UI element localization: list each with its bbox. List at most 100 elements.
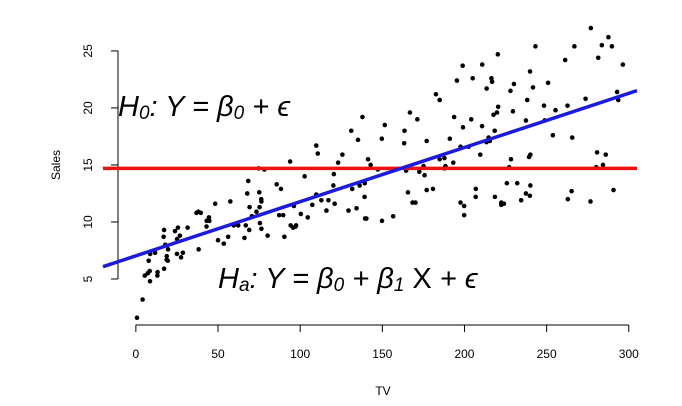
point — [511, 81, 517, 87]
point — [479, 123, 485, 129]
point — [620, 62, 626, 67]
point — [215, 237, 221, 243]
point — [492, 128, 498, 134]
point — [305, 215, 311, 220]
x-tick-label: 100 — [290, 347, 310, 361]
point — [185, 225, 190, 230]
point — [221, 241, 227, 246]
point — [346, 208, 351, 213]
point — [402, 128, 407, 134]
point — [424, 187, 429, 193]
point — [609, 44, 615, 49]
point — [550, 132, 556, 138]
point — [599, 42, 605, 48]
point — [468, 117, 474, 122]
point — [508, 156, 514, 162]
point — [526, 154, 532, 160]
point — [246, 227, 252, 233]
point — [259, 226, 264, 232]
point — [348, 128, 354, 134]
point — [212, 201, 218, 207]
point — [416, 169, 422, 175]
point — [254, 209, 259, 215]
point — [492, 194, 498, 200]
point — [196, 247, 201, 252]
point — [498, 202, 504, 208]
point — [473, 186, 479, 192]
point — [510, 109, 516, 114]
annotation-part: + β — [344, 263, 394, 295]
point — [319, 198, 324, 203]
point — [461, 212, 467, 218]
point — [298, 211, 304, 217]
point — [518, 198, 524, 203]
point — [530, 85, 536, 90]
x-tick-label: 250 — [537, 347, 557, 361]
point — [514, 180, 520, 186]
point — [354, 205, 359, 211]
point — [614, 89, 620, 95]
point — [588, 199, 593, 204]
point — [310, 202, 315, 208]
point — [461, 203, 467, 209]
y-tick-label: 20 — [81, 101, 95, 115]
point — [477, 152, 483, 157]
point — [258, 196, 264, 202]
point — [335, 160, 341, 165]
point — [541, 103, 547, 108]
annotation-part: 1 — [394, 275, 405, 296]
y-axis-label: Sales — [49, 150, 63, 180]
point — [278, 186, 284, 192]
point — [164, 253, 170, 259]
point — [282, 234, 287, 240]
point — [473, 194, 478, 200]
y-tick-label: 25 — [81, 44, 95, 58]
point — [161, 227, 167, 233]
point — [437, 156, 442, 162]
point — [368, 162, 373, 168]
point — [256, 190, 262, 195]
point — [588, 25, 594, 31]
point — [437, 97, 442, 103]
x-tick-label: 200 — [454, 347, 474, 361]
point — [401, 140, 407, 146]
point — [451, 114, 457, 120]
point — [274, 182, 279, 187]
annotation-part: : Y = β — [150, 91, 234, 123]
point — [442, 155, 447, 161]
point — [265, 233, 270, 238]
point — [583, 96, 588, 102]
annotation-part: X — [404, 263, 431, 295]
point — [177, 233, 183, 238]
point — [523, 191, 529, 196]
annotation-part: 0 — [234, 103, 245, 124]
point — [491, 112, 496, 118]
point — [243, 223, 249, 228]
point — [362, 216, 368, 221]
point — [407, 110, 413, 115]
point — [606, 34, 611, 40]
x-axis-label: TV — [375, 384, 390, 398]
point — [527, 69, 533, 74]
point — [174, 251, 180, 257]
point — [565, 103, 570, 108]
point — [382, 122, 388, 128]
point — [331, 171, 337, 177]
point — [287, 159, 293, 164]
point — [280, 212, 286, 218]
point — [479, 62, 485, 67]
point — [198, 210, 204, 216]
point — [340, 152, 345, 157]
point — [155, 273, 160, 278]
point — [594, 150, 600, 155]
point — [288, 223, 293, 228]
point — [134, 315, 140, 321]
point — [524, 97, 530, 103]
y-tick-label: 15 — [81, 158, 95, 172]
point — [365, 156, 371, 162]
point — [470, 75, 475, 81]
point — [355, 137, 361, 143]
point — [146, 258, 151, 264]
point — [611, 187, 616, 193]
point — [424, 138, 429, 144]
